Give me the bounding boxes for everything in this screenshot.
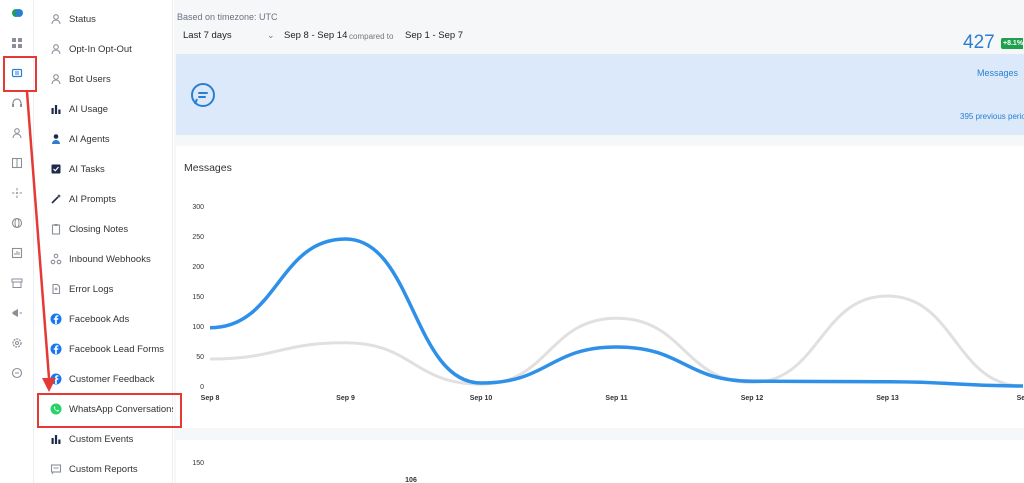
facebook-icon xyxy=(50,313,62,325)
change-badge: +8.1% xyxy=(1001,38,1023,49)
megaphone-icon[interactable] xyxy=(10,306,24,320)
clipboard-icon xyxy=(50,223,62,235)
menu-item-label: WhatsApp Conversations xyxy=(69,403,173,415)
menu-item-facebook-lead-forms[interactable]: Facebook Lead Forms xyxy=(35,335,173,363)
support-icon[interactable] xyxy=(10,366,24,380)
annotation-box-whatsapp-item xyxy=(37,393,182,428)
main-content: Based on timezone: UTC Last 7 days ⌄ Sep… xyxy=(174,0,1024,483)
menu-item-customer-feedback[interactable]: Customer Feedback xyxy=(35,365,173,393)
menu-item-closing-notes[interactable]: Closing Notes xyxy=(35,215,173,243)
previous-period-note: 395 previous period xyxy=(960,112,1024,121)
menu-item-whatsapp-conversations[interactable]: WhatsApp Conversations xyxy=(35,395,173,423)
chevron-down-icon[interactable]: ⌄ xyxy=(267,30,275,40)
menu-item-inbound-webhooks[interactable]: Inbound Webhooks xyxy=(35,245,173,273)
previous-range-label: Sep 1 - Sep 7 xyxy=(405,30,464,41)
menu-item-label: Facebook Lead Forms xyxy=(69,343,165,355)
user-icon[interactable] xyxy=(10,126,24,140)
headset-icon[interactable] xyxy=(10,96,24,110)
messages-summary-banner: Messages xyxy=(176,54,1024,135)
y-tick-label: 150 xyxy=(192,460,204,467)
menu-item-label: Customer Feedback xyxy=(69,373,155,385)
menu-item-label: AI Agents xyxy=(69,133,110,145)
annotation-box-bot-icon xyxy=(3,56,37,92)
analytics-menu: Status Opt-In Opt-Out Bot Users AI Usage AI … xyxy=(35,0,173,483)
y-tick-label: 50 xyxy=(196,354,204,361)
y-tick-label: 250 xyxy=(192,234,204,241)
user-icon xyxy=(50,43,62,55)
y-tick-label: 300 xyxy=(192,204,204,211)
menu-item-label: Custom Events xyxy=(69,433,134,445)
menu-item-custom-reports[interactable]: Custom Reports xyxy=(35,455,173,483)
menu-item-custom-events[interactable]: Custom Events xyxy=(35,425,173,453)
menu-item-ai-tasks[interactable]: AI Tasks xyxy=(35,155,173,183)
menu-item-label: Closing Notes xyxy=(69,223,129,235)
menu-item-ai-agents[interactable]: AI Agents xyxy=(35,125,173,153)
x-tick-label: Sep 12 xyxy=(741,395,764,402)
menu-item-label: Status xyxy=(69,13,96,25)
book-icon[interactable] xyxy=(10,156,24,170)
menu-item-label: AI Tasks xyxy=(69,163,105,175)
summary-label: Messages xyxy=(976,68,1018,78)
file-icon xyxy=(50,283,62,295)
chart-title: Messages xyxy=(184,162,232,174)
menu-item-status[interactable]: Status xyxy=(35,5,173,33)
menu-item-label: AI Usage xyxy=(69,103,109,115)
current-range-label: Sep 8 - Sep 14 xyxy=(284,30,348,41)
messages-line-chart: 0 50 100 150 200 250 300 Sep 8 Sep 9 Sep 10 Sep 11… xyxy=(192,204,1024,483)
menu-item-facebook-ads[interactable]: Facebook Ads xyxy=(35,305,173,333)
agent-icon xyxy=(50,133,62,145)
y-tick-label: 200 xyxy=(192,264,204,271)
user-icon xyxy=(50,73,62,85)
bar-data-label: 106 xyxy=(405,477,417,483)
whatsapp-icon xyxy=(50,403,62,415)
menu-item-label: Inbound Webhooks xyxy=(69,253,151,265)
grid-icon[interactable] xyxy=(10,36,24,50)
menu-item-opt-in-opt-out[interactable]: Opt-In Opt-Out xyxy=(35,35,173,63)
date-range-select[interactable]: Last 7 days xyxy=(183,30,232,41)
facebook-icon xyxy=(50,373,62,385)
bot-icon[interactable] xyxy=(10,66,24,80)
menu-item-bot-users[interactable]: Bot Users xyxy=(35,65,173,93)
menu-item-label: AI Prompts xyxy=(69,193,116,205)
series-line-previous xyxy=(209,294,1024,388)
archive-icon[interactable] xyxy=(10,276,24,290)
chat-logo-icon[interactable] xyxy=(10,6,24,20)
x-tick-label: Sep 10 xyxy=(470,395,493,402)
timezone-note: Based on timezone: UTC xyxy=(177,12,278,22)
webhook-icon xyxy=(50,253,62,265)
bar-chart-icon xyxy=(50,433,62,445)
bar-chart-icon xyxy=(50,103,62,115)
menu-item-error-logs[interactable]: Error Logs xyxy=(35,275,173,303)
menu-item-label: Bot Users xyxy=(69,73,111,85)
menu-item-label: Custom Reports xyxy=(69,463,138,475)
menu-item-label: Opt-In Opt-Out xyxy=(69,43,132,55)
menu-item-ai-prompts[interactable]: AI Prompts xyxy=(35,185,173,213)
x-tick-label: Sep 13 xyxy=(876,395,899,402)
menu-item-ai-usage[interactable]: AI Usage xyxy=(35,95,173,123)
spark-icon[interactable] xyxy=(10,186,24,200)
y-tick-label: 100 xyxy=(192,324,204,331)
secondary-chart-card xyxy=(176,440,1024,483)
tasks-icon xyxy=(50,163,62,175)
x-tick-label: Sep 9 xyxy=(336,395,355,402)
x-tick-label: Sep xyxy=(1017,395,1024,402)
magic-wand-icon xyxy=(50,193,62,205)
compared-to-label: compared to xyxy=(349,32,394,41)
x-tick-label: Sep 11 xyxy=(605,395,627,402)
menu-item-label: Facebook Ads xyxy=(69,313,130,325)
y-tick-label: 150 xyxy=(192,294,204,301)
settings-icon[interactable] xyxy=(10,336,24,350)
x-tick-label: Sep 8 xyxy=(201,395,220,402)
facebook-icon xyxy=(50,343,62,355)
report-icon xyxy=(50,463,62,475)
analytics-icon[interactable] xyxy=(10,246,24,260)
y-tick-label: 0 xyxy=(200,384,204,391)
globe-icon[interactable] xyxy=(10,216,24,230)
summary-value: 427 xyxy=(963,32,995,53)
menu-item-label: Error Logs xyxy=(69,283,114,295)
series-line-current xyxy=(209,237,1024,388)
chat-bubble-icon xyxy=(191,83,215,107)
user-icon xyxy=(50,13,62,25)
